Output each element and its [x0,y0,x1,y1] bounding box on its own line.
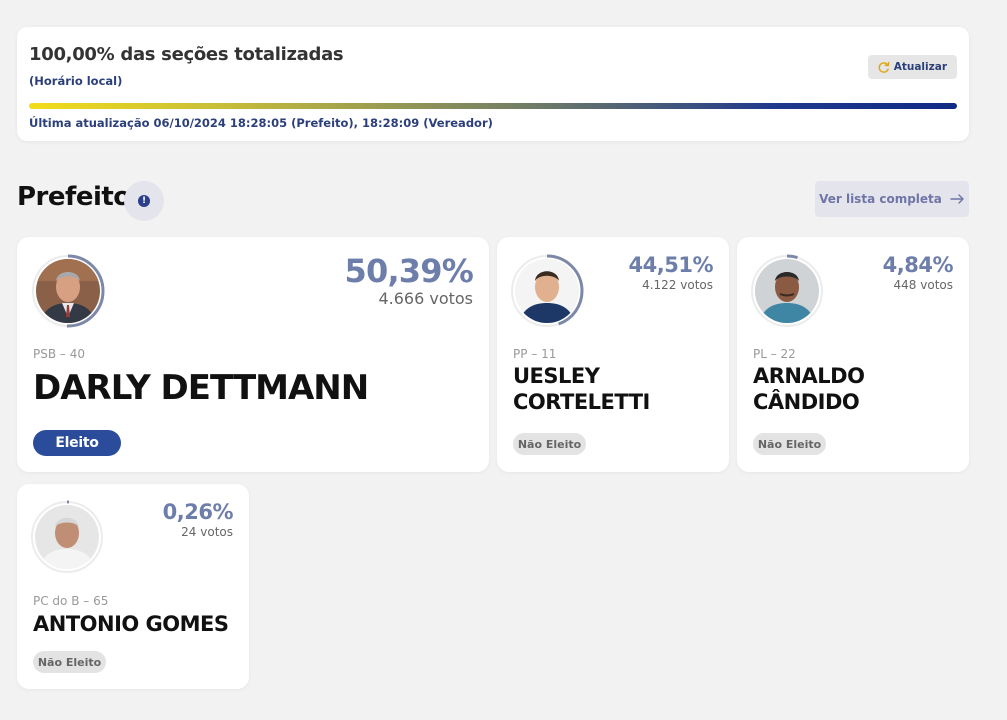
candidate-card[interactable]: 44,51% 4.122 votos PP – 11 UESLEY CORTEL… [497,237,729,472]
refresh-button[interactable]: Atualizar [867,55,957,79]
candidate-card[interactable]: 0,26% 24 votos PC do B – 65 ANTONIO GOME… [17,484,249,689]
candidate-percent: 0,26% [162,500,234,524]
candidate-party: PL – 22 [753,347,796,361]
candidate-avatar [509,253,585,329]
full-list-label: Ver lista completa [819,192,942,206]
elected-badge: Eleito [33,430,121,456]
candidate-name: ARNALDO CÂNDIDO [753,364,865,415]
candidate-percent: 44,51% [628,253,714,277]
vote-share-ring [750,254,824,328]
vote-share-arc [30,500,104,574]
totalization-progress-bar [29,103,957,109]
candidate-party: PP – 11 [513,347,557,361]
candidate-party: PSB – 40 [33,347,85,361]
candidate-votes: 4.122 votos [642,278,713,292]
candidate-name: DARLY DETTMANN [33,368,369,408]
section-title: Prefeito [17,182,131,212]
last-update-text: Última atualização 06/10/2024 18:28:05 (… [29,116,493,130]
arrow-right-icon [950,194,965,204]
candidate-votes: 4.666 votos [378,289,473,308]
candidate-card[interactable]: 50,39% 4.666 votos PSB – 40 DARLY DETTMA… [17,237,489,472]
refresh-icon [877,61,890,74]
candidate-photo [36,259,100,323]
local-time-note: (Horário local) [29,74,123,88]
candidate-card[interactable]: 4,84% 448 votos PL – 22 ARNALDO CÂNDIDO … [737,237,969,472]
candidate-photo [35,505,99,569]
info-icon: ! [138,195,150,207]
candidate-percent: 50,39% [344,252,474,290]
candidate-avatar [749,253,825,329]
full-list-button[interactable]: Ver lista completa [815,181,969,217]
candidate-avatar [30,253,106,329]
totalization-title: 100,00% das seções totalizadas [29,44,344,65]
candidate-photo [755,259,819,323]
vote-share-arc [31,254,105,328]
refresh-label: Atualizar [893,61,947,73]
totalization-status-card: 100,00% das seções totalizadas (Horário … [17,27,969,141]
info-button[interactable]: ! [124,181,164,221]
vote-share-ring [31,254,105,328]
not-elected-badge: Não Eleito [513,433,586,455]
candidate-name: UESLEY CORTELETTI [513,364,650,415]
not-elected-badge: Não Eleito [753,433,826,455]
vote-share-arc [510,254,584,328]
candidate-votes: 448 votos [893,278,953,292]
candidate-percent: 4,84% [882,253,954,277]
vote-share-arc [750,254,824,328]
candidate-votes: 24 votos [181,525,233,539]
vote-share-ring [30,500,104,574]
candidate-name: ANTONIO GOMES [33,612,229,636]
candidate-photo [515,259,579,323]
progress-fill [29,103,957,109]
vote-share-ring [510,254,584,328]
candidate-avatar [29,499,105,575]
not-elected-badge: Não Eleito [33,651,106,673]
candidate-party: PC do B – 65 [33,594,109,608]
